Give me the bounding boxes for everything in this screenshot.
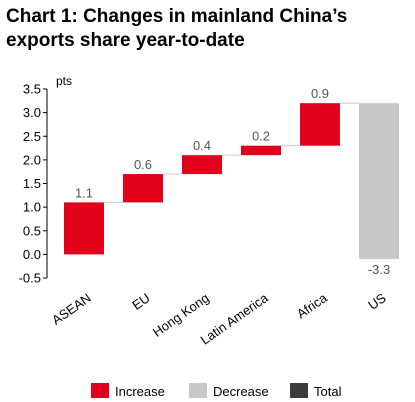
- bar-eu: [123, 174, 163, 203]
- category-label: ASEAN: [49, 290, 94, 328]
- legend-label: Increase: [115, 384, 165, 399]
- data-label: -3.3: [368, 262, 390, 277]
- category-label: EU: [129, 290, 152, 313]
- bar-us: [359, 103, 399, 260]
- bar-asean: [64, 202, 104, 255]
- data-label: 1.1: [75, 185, 93, 200]
- bar-hong-kong: [182, 155, 222, 175]
- legend-label: Total: [314, 384, 342, 399]
- legend-swatch: [189, 383, 207, 398]
- data-label: 0.4: [193, 138, 211, 153]
- y-tick-label: 2.5: [23, 129, 41, 144]
- y-tick-label: 3.0: [23, 105, 41, 120]
- category-label: Africa: [294, 290, 330, 322]
- y-tick-label: 0.5: [23, 223, 41, 238]
- y-axis-unit: pts: [56, 74, 72, 88]
- bar-africa: [300, 103, 340, 146]
- data-label: 0.9: [311, 86, 329, 101]
- data-labels: 1.1 0.6 0.4 0.2 0.9 -3.3: [75, 86, 390, 277]
- bar-latin-america: [241, 145, 281, 156]
- y-tick-label: 1.5: [23, 176, 41, 191]
- legend-label: Decrease: [213, 384, 269, 399]
- y-tick-label: -0.5: [19, 271, 41, 286]
- y-tick-label: 3.5: [23, 82, 41, 97]
- y-tick-label: 2.0: [23, 152, 41, 167]
- bars: [64, 103, 399, 260]
- category-label: US: [365, 290, 389, 313]
- data-label: 0.2: [252, 129, 270, 144]
- legend: Increase Decrease Total: [91, 383, 342, 399]
- legend-swatch: [290, 383, 308, 398]
- connectors: [104, 102, 359, 203]
- y-tick-label: 1.0: [23, 200, 41, 215]
- y-axis: 3.5 3.0 2.5 2.0 1.5 1.0 0.5 0.0 -0.5 pts: [19, 74, 72, 286]
- legend-swatch: [91, 383, 109, 398]
- y-tick-label: 0.0: [23, 247, 41, 262]
- data-label: 0.6: [134, 157, 152, 172]
- chart-title: Chart 1: Changes in mainland China’s exp…: [6, 6, 348, 51]
